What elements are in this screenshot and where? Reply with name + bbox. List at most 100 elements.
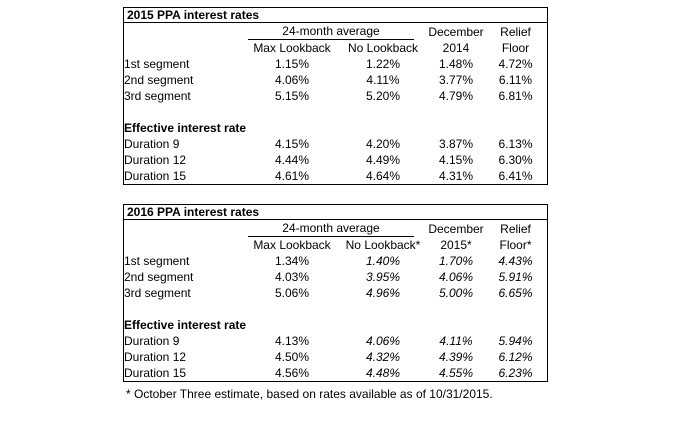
row-label: 3rd segment (124, 286, 191, 300)
group-header-cell: 24-month average (246, 23, 428, 40)
cell-value (338, 301, 428, 317)
ppa-table-2016: 2016 PPA interest rates 24-month average… (123, 204, 548, 382)
cell-value: 4.50% (274, 350, 310, 364)
cell-value: 6.23% (498, 366, 533, 380)
cell-value: 6.30% (498, 153, 533, 167)
cell-value: 5.94% (498, 334, 533, 348)
footnote: * October Three estimate, based on rates… (126, 387, 493, 401)
cell-value: 1.34% (274, 254, 310, 268)
cell-value: 4.13% (274, 334, 310, 348)
spacer-row (124, 104, 547, 120)
data-row: 1st segment 1.15% 1.22% 1.48% 4.72% (124, 56, 547, 72)
december-header-line1: December (428, 222, 484, 236)
cell-value: 5.15% (274, 89, 310, 103)
cell-value: 4.15% (438, 153, 474, 167)
cell-value: 1.40% (365, 254, 401, 268)
data-row: 2nd segment 4.03% 3.95% 4.06% 5.91% (124, 269, 547, 285)
cell-value (484, 104, 547, 120)
cell-value: 6.13% (498, 137, 533, 151)
no-lookback-header: No Lookback (347, 41, 419, 55)
empty-header-cell (124, 23, 246, 40)
cell-value: 5.91% (498, 270, 533, 284)
cell-value (484, 317, 547, 333)
relief-header-line1: Relief (500, 25, 531, 39)
row-label: Effective interest rate (124, 318, 247, 332)
relief-header-line1: Relief (500, 222, 531, 236)
section-header-row: Effective interest rate (124, 317, 547, 333)
cell-value: 4.11% (439, 334, 473, 348)
cell-value: 3.95% (365, 270, 401, 284)
row-label: Duration 15 (124, 169, 187, 183)
row-label: 2nd segment (124, 73, 194, 87)
data-row: 3rd segment 5.15% 5.20% 4.79% 6.81% (124, 88, 547, 104)
row-label: Effective interest rate (124, 121, 247, 135)
cell-value: 4.72% (498, 57, 533, 71)
data-row: 2nd segment 4.06% 4.11% 3.77% 6.11% (124, 72, 547, 88)
cell-value: 6.65% (498, 286, 533, 300)
data-row: Duration 12 4.44% 4.49% 4.15% 6.30% (124, 152, 547, 168)
spacer-row (124, 301, 547, 317)
cell-value (484, 301, 547, 317)
cell-value: 1.15% (274, 57, 310, 71)
cell-value: 4.20% (365, 137, 401, 151)
cell-value (246, 104, 338, 120)
december-header-line2: 2015* (440, 238, 472, 252)
group-header-row: 24-month average December Relief (124, 220, 547, 237)
cell-value: 4.96% (365, 286, 401, 300)
cell-value: 4.61% (274, 169, 310, 183)
cell-value: 5.20% (365, 89, 401, 103)
data-row: Duration 9 4.15% 4.20% 3.87% 6.13% (124, 136, 547, 152)
cell-value: 1.22% (365, 57, 401, 71)
december-header-line1: December (428, 25, 484, 39)
section-header-row: Effective interest rate (124, 120, 547, 136)
cell-value: 4.39% (438, 350, 474, 364)
cell-value: 4.44% (274, 153, 310, 167)
cell-value: 5.06% (274, 286, 310, 300)
row-label: Duration 15 (124, 366, 187, 380)
cell-value: 6.81% (498, 89, 533, 103)
row-label: Duration 9 (124, 137, 180, 151)
row-label: Duration 12 (124, 350, 187, 364)
group-header-row: 24-month average December Relief (124, 23, 547, 40)
row-label: 1st segment (124, 254, 190, 268)
ppa-table-2015: 2015 PPA interest rates 24-month average… (123, 7, 548, 185)
data-row: 3rd segment 5.06% 4.96% 5.00% 6.65% (124, 285, 547, 301)
relief-header-line2: Floor (501, 41, 530, 55)
cell-value: 4.32% (365, 350, 401, 364)
cell-value (338, 120, 428, 136)
cell-value: 1.70% (438, 254, 474, 268)
table-title-2016: 2016 PPA interest rates (124, 205, 547, 220)
cell-value (246, 301, 338, 317)
cell-value (428, 120, 484, 136)
cell-value: 6.41% (498, 169, 533, 183)
cell-value: 4.03% (274, 270, 310, 284)
cell-value: 4.06% (365, 334, 401, 348)
max-lookback-header: Max Lookback (253, 41, 331, 55)
cell-value (428, 104, 484, 120)
cell-value: 4.43% (498, 254, 533, 268)
cell-value (246, 120, 338, 136)
cell-value (428, 301, 484, 317)
cell-value: 6.12% (498, 350, 533, 364)
cell-value: 4.55% (438, 366, 474, 380)
cell-value: 3.87% (438, 137, 474, 151)
empty-header-cell (124, 237, 246, 253)
cell-value: 3.77% (438, 73, 474, 87)
december-header-line2: 2014 (442, 41, 470, 55)
relief-header-line2: Floor* (499, 238, 532, 252)
cell-value (338, 317, 428, 333)
row-label (124, 104, 246, 120)
row-label (124, 301, 246, 317)
rates-table-2016: 24-month average December Relief Max Loo… (124, 220, 547, 381)
cell-value: 4.11% (366, 73, 400, 87)
cell-value: 5.00% (438, 286, 474, 300)
rates-table-2015: 24-month average December Relief Max Loo… (124, 23, 547, 184)
empty-header-cell (124, 220, 246, 237)
data-row: Duration 15 4.56% 4.48% 4.55% 6.23% (124, 365, 547, 381)
cell-value: 4.64% (365, 169, 401, 183)
data-row: Duration 9 4.13% 4.06% 4.11% 5.94% (124, 333, 547, 349)
row-label: 3rd segment (124, 89, 191, 103)
cell-value: 4.06% (438, 270, 474, 284)
sub-header-row: Max Lookback No Lookback 2014 Floor (124, 40, 547, 56)
